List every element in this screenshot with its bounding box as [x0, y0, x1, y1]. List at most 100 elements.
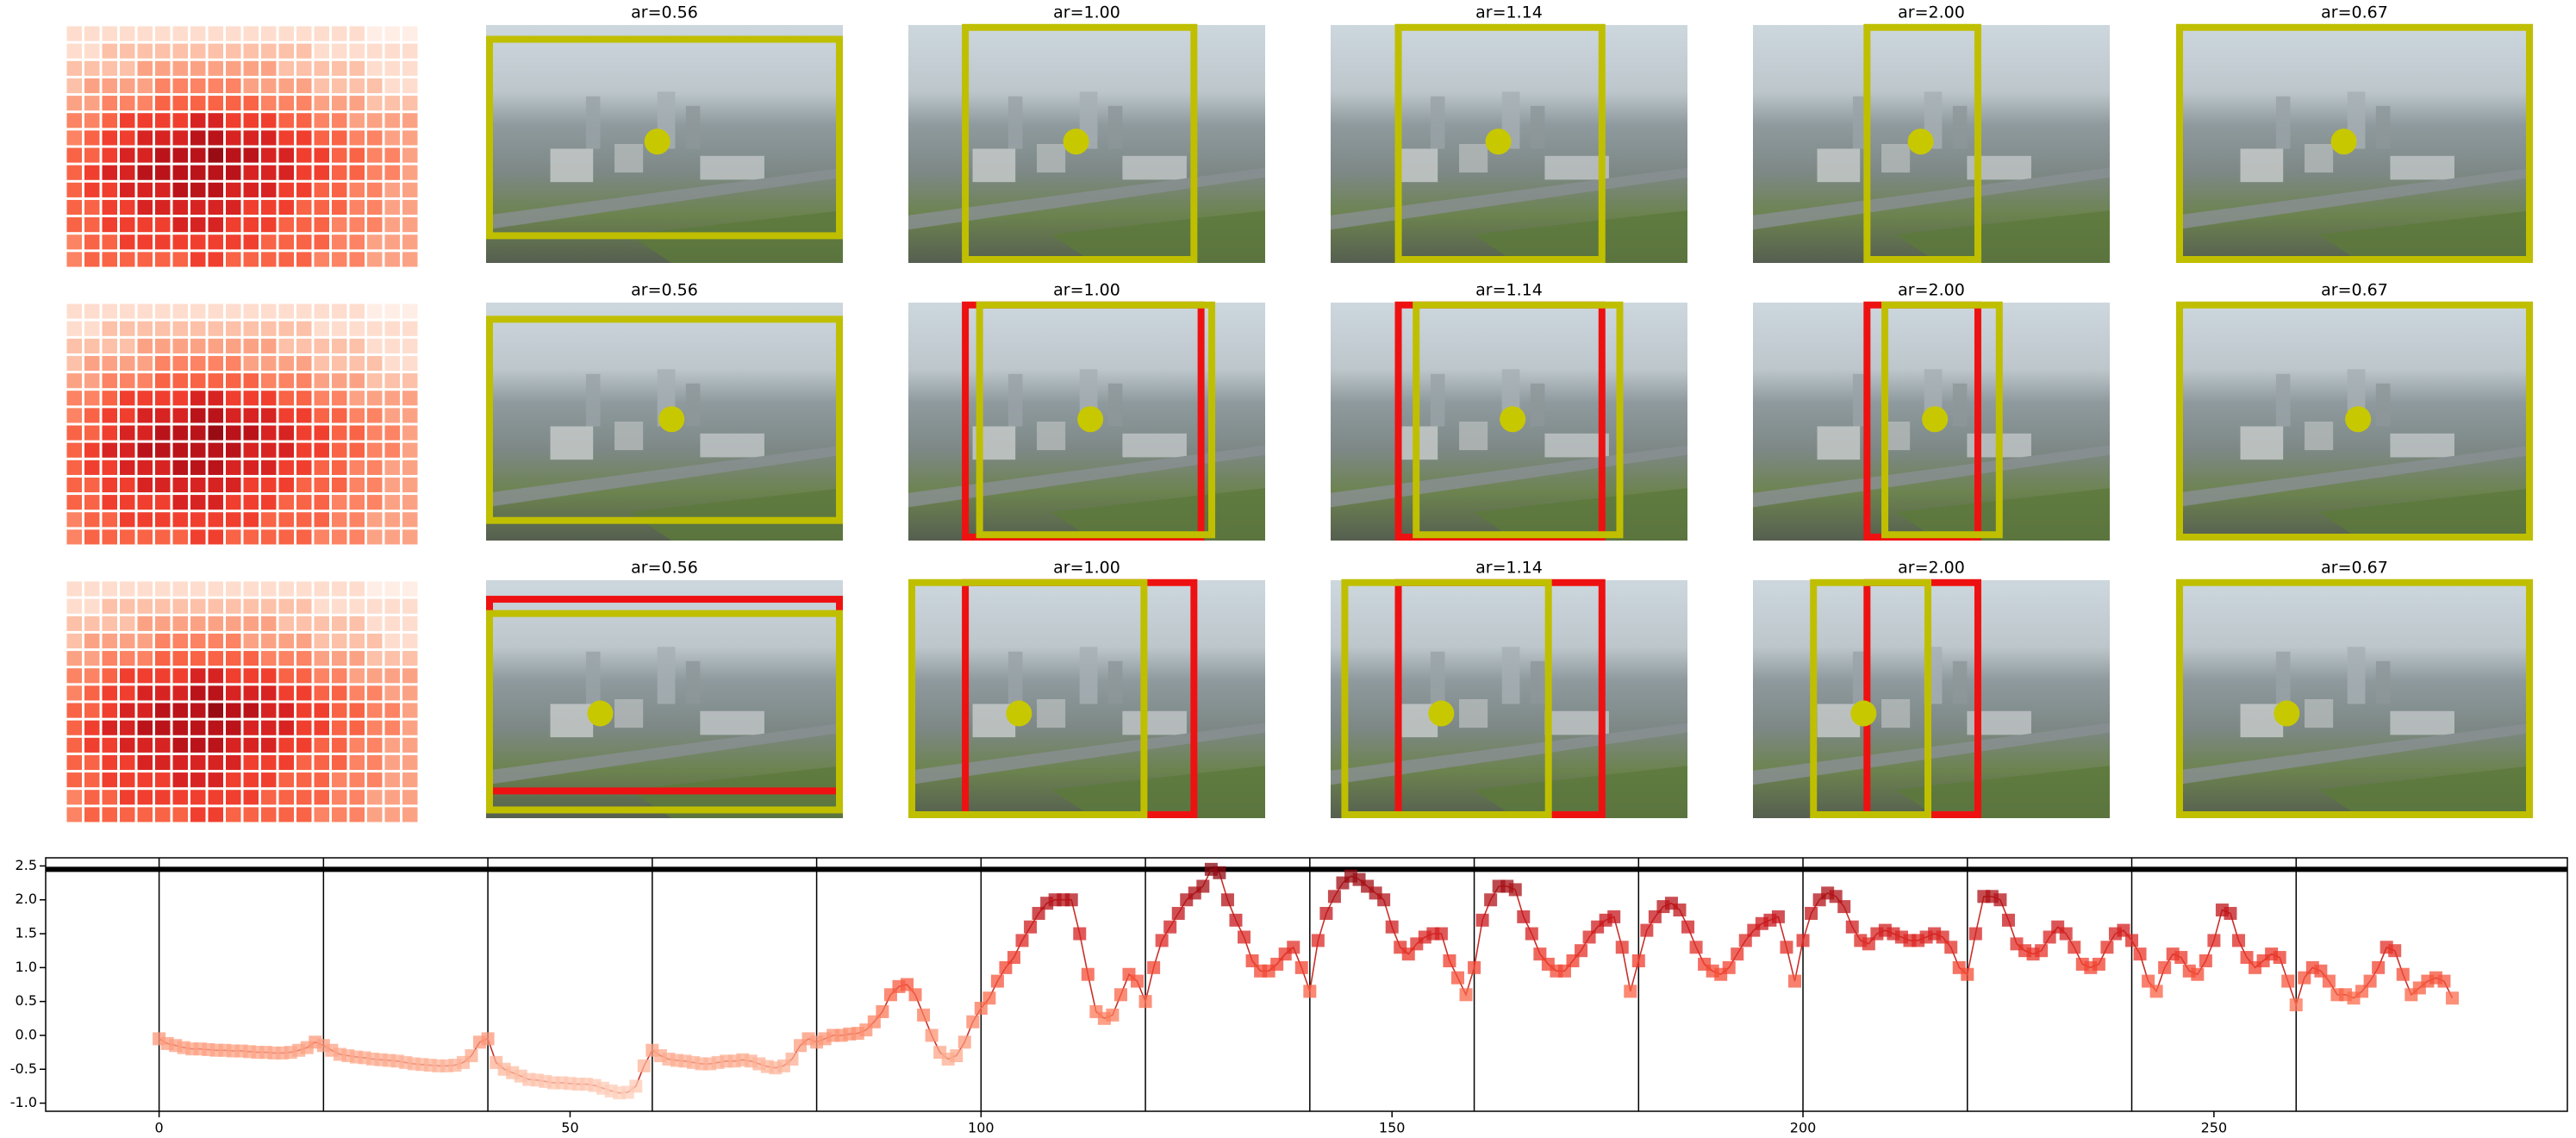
heatmap-cell — [155, 373, 171, 389]
heatmap-cell — [226, 130, 241, 146]
heatmap-cell — [172, 78, 188, 94]
heatmap-cell — [243, 581, 259, 597]
heatmap-cell — [226, 512, 241, 528]
data-point — [908, 988, 922, 1002]
data-point — [1615, 941, 1629, 954]
heatmap-cell — [314, 720, 329, 735]
heatmap-cell — [278, 703, 294, 718]
panel-title: ar=1.14 — [1475, 281, 1543, 300]
crop-box — [2176, 578, 2533, 818]
data-point — [2092, 957, 2105, 971]
heatmap-cell — [190, 529, 206, 545]
heatmap-cell — [208, 460, 223, 475]
focus-point — [2330, 128, 2357, 155]
heatmap-cell — [190, 217, 206, 233]
heatmap-cell — [208, 772, 223, 788]
heatmap-cell — [84, 772, 100, 788]
heatmap-cell — [402, 355, 418, 372]
heatmap-cell — [261, 703, 277, 718]
heatmap-cell — [120, 477, 135, 493]
heatmap-cell — [137, 43, 153, 59]
heatmap-cell — [332, 790, 347, 805]
heatmap-cell — [190, 425, 206, 441]
focus-point — [1500, 406, 1526, 433]
crop-box — [976, 301, 1216, 539]
heatmap-cell — [208, 26, 223, 41]
heatmap-cell — [190, 512, 206, 528]
heatmap-cell — [243, 199, 259, 216]
heatmap-cell — [190, 772, 206, 788]
heatmap-cell — [120, 790, 135, 805]
heatmap-cell — [172, 338, 188, 353]
x-tick-label: 250 — [2201, 1120, 2228, 1136]
heatmap-cell — [402, 807, 418, 822]
data-point — [1780, 941, 1793, 954]
heatmap-cell — [314, 147, 329, 163]
heatmap-cell — [208, 391, 223, 406]
data-point — [1163, 920, 1177, 934]
heatmap-cell — [296, 130, 312, 146]
heatmap-cell — [172, 165, 188, 180]
heatmap-cell — [66, 43, 82, 59]
heatmap-cell — [349, 685, 365, 701]
heatmap-cell — [243, 355, 259, 372]
heatmap-cell — [332, 477, 347, 493]
data-point — [1113, 988, 1127, 1002]
data-point — [2232, 934, 2246, 947]
heatmap-cell — [278, 391, 294, 406]
heatmap-cell — [84, 512, 100, 528]
heatmap-cell — [120, 26, 135, 41]
heatmap-cell — [102, 685, 117, 701]
heatmap-cell — [367, 373, 383, 389]
heatmap-cell — [314, 807, 329, 822]
data-point — [2363, 974, 2377, 988]
heatmap-cell — [243, 442, 259, 458]
heatmap-cell — [332, 26, 347, 41]
heatmap-cell — [349, 165, 365, 180]
heatmap-cell — [102, 425, 117, 441]
heatmap-cell — [278, 408, 294, 423]
panel-title: ar=1.00 — [1053, 559, 1120, 578]
data-point — [1015, 934, 1029, 947]
heatmap-cell — [367, 425, 383, 441]
heatmap-cell — [172, 303, 188, 319]
heatmap-cell — [226, 355, 241, 372]
heatmap-cell — [155, 43, 171, 59]
heatmap-cell — [137, 234, 153, 250]
focus-point — [1485, 128, 1512, 155]
heatmap-cell — [172, 477, 188, 493]
heatmap-cell — [332, 165, 347, 180]
heatmap-cell — [120, 182, 135, 197]
y-tick-label: 2.5 — [16, 857, 37, 873]
heatmap-cell — [243, 113, 259, 128]
heatmap-cell — [332, 60, 347, 76]
heatmap-cell — [172, 703, 188, 718]
y-tick-label: -0.5 — [10, 1060, 37, 1077]
heatmap-cell — [102, 529, 117, 545]
heatmap-cell — [367, 685, 383, 701]
heatmap-cell — [384, 321, 400, 336]
heatmap-cell — [261, 720, 277, 735]
heatmap-cell — [296, 495, 312, 510]
crop-box — [1394, 23, 1606, 263]
heatmap-cell — [84, 147, 100, 163]
heatmap-cell — [155, 165, 171, 180]
heatmap-cell — [120, 113, 135, 128]
heatmap-cell — [226, 234, 241, 250]
heatmap-cell — [314, 408, 329, 423]
heatmap-cell — [349, 373, 365, 389]
data-point — [1401, 947, 1415, 961]
heatmap-cell — [314, 477, 329, 493]
heatmap-cell — [332, 737, 347, 753]
heatmap-cell — [296, 338, 312, 353]
heatmap-cell — [367, 790, 383, 805]
heatmap-cell — [208, 790, 223, 805]
heatmap-cell — [278, 60, 294, 76]
heatmap-cell — [384, 199, 400, 216]
heatmap-cell — [402, 737, 418, 753]
heatmap-cell — [137, 199, 153, 216]
heatmap-cell — [172, 26, 188, 41]
data-point — [2001, 913, 2015, 927]
heatmap-cell — [384, 685, 400, 701]
heatmap-cell — [314, 165, 329, 180]
